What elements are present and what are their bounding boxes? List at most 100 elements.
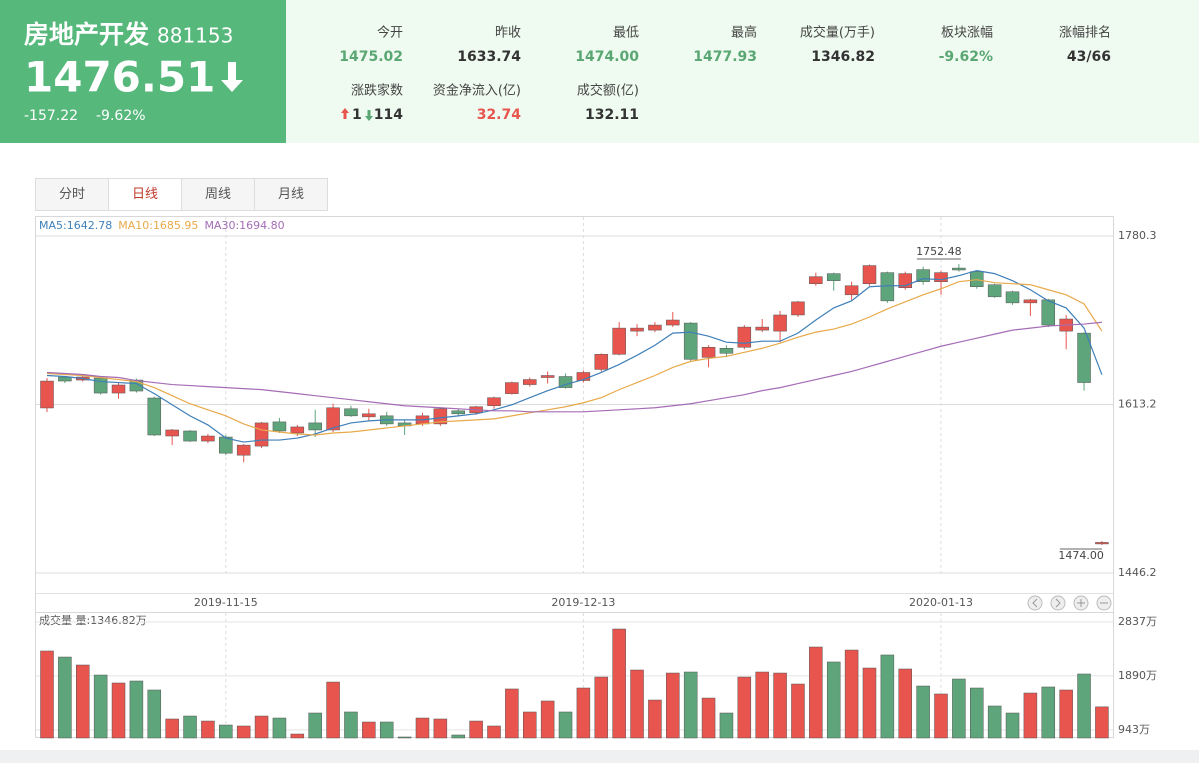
volume-bar (666, 672, 680, 739)
volume-bar (898, 668, 912, 739)
zoom-controls[interactable] (1027, 595, 1112, 611)
candle-body (666, 319, 680, 326)
volume-bar (612, 628, 626, 739)
candle-body (147, 397, 162, 436)
volume-bar (719, 712, 734, 739)
volume-bar (111, 682, 126, 739)
volume-bar (183, 715, 197, 739)
volume-bar (630, 669, 644, 739)
stat-label: 成交额(亿) (577, 83, 639, 99)
volume-bar (987, 705, 1002, 739)
candle-body (683, 322, 698, 360)
volume-label: 成交量 量:1346.82万 (39, 613, 147, 627)
candle-body (1005, 291, 1020, 304)
candle-body (987, 284, 1002, 298)
quote-panel (0, 0, 286, 143)
volume-bar (362, 721, 376, 739)
low-annotation: 1474.00 (1058, 549, 1104, 562)
candle-body (934, 272, 948, 282)
change: -157.22 (24, 108, 78, 124)
tab-label[interactable]: 分时 (59, 187, 85, 202)
volume-bar (1077, 673, 1091, 739)
candle-body (505, 382, 519, 394)
candle-body (40, 380, 54, 409)
candle-body (433, 408, 448, 425)
stat-label: 最高 (731, 25, 757, 41)
volume-bar (1023, 692, 1038, 739)
volume-bar (129, 680, 144, 739)
tab-label[interactable]: 周线 (205, 187, 231, 202)
volume-bar (880, 654, 895, 739)
stat-value: 1633.74 (457, 49, 521, 65)
stat-value: 1475.02 (339, 49, 403, 65)
volume-bar (683, 671, 698, 739)
footer-strip (0, 750, 1199, 763)
candle-body (1077, 332, 1091, 383)
candle-body (272, 421, 287, 432)
candle-body (719, 348, 734, 354)
tab[interactable] (254, 178, 328, 211)
down-icon (365, 110, 373, 121)
ma-line (46, 269, 1103, 443)
legend-entry: MA10:1685.95 (118, 219, 198, 232)
volume-bar (236, 725, 251, 739)
candle-body (737, 326, 752, 348)
volume-bar (469, 720, 483, 739)
volume-bar (326, 681, 340, 739)
zoom-right[interactable] (1050, 595, 1066, 611)
volume-bar (397, 736, 412, 739)
volume-bar (344, 711, 358, 739)
stat-label: 涨幅排名 (1059, 25, 1111, 41)
volume-bar (952, 678, 966, 739)
sector-name: 房地产开发 (24, 20, 149, 49)
volume-bar (1059, 689, 1073, 739)
volume-bar (809, 646, 823, 739)
stat-label: 成交量(万手) (800, 25, 875, 41)
candle-body (344, 408, 358, 417)
candle-body (630, 327, 644, 332)
stat-label: 板块涨幅 (941, 26, 993, 41)
volume-bar (415, 717, 430, 739)
candle-body (862, 265, 877, 284)
tab-label[interactable]: 月线 (278, 187, 304, 202)
candle-body (701, 347, 716, 358)
stat-value: -9.62% (939, 49, 993, 65)
ma-line (46, 279, 1103, 436)
stat-label: 涨跌家数 (351, 83, 403, 99)
volume-bar (76, 664, 90, 739)
volume-bar (934, 693, 948, 739)
tab[interactable] (108, 178, 182, 211)
candle-body (183, 430, 197, 442)
volume-bar (844, 649, 859, 739)
stat-value: 1474.00 (575, 49, 639, 65)
price: 1476.51 (24, 53, 215, 102)
tab[interactable] (181, 178, 255, 211)
legend-entry: MA5:1642.78 (39, 219, 112, 232)
volume-bar (1095, 706, 1109, 739)
volume-bar (272, 717, 287, 739)
candle-body (111, 384, 126, 394)
chart-frame (35, 216, 1114, 738)
tab-label[interactable]: 日线 (132, 187, 158, 202)
high-annotation: 1752.48 (916, 245, 962, 258)
volume-bar (755, 671, 769, 739)
zoom-left[interactable] (1027, 595, 1043, 611)
candle-body (540, 375, 555, 378)
volume-bar (916, 685, 930, 739)
candle-body (523, 379, 537, 385)
legend-entry: MA30:1694.80 (204, 219, 284, 232)
zoom-glyphs (1032, 598, 1108, 608)
volume-bar (93, 674, 108, 739)
volume-bar (40, 650, 54, 739)
volume-bar (826, 661, 841, 739)
volume-bar (219, 724, 233, 739)
candle-body (791, 301, 805, 316)
candle-body (201, 435, 215, 442)
candle-body (755, 326, 769, 331)
stat-value: 132.11 (585, 107, 639, 123)
candle-body (1023, 299, 1038, 304)
y-tick-label: 943万 (1118, 723, 1150, 736)
volume-bar (290, 733, 305, 739)
candle-body (880, 272, 895, 302)
